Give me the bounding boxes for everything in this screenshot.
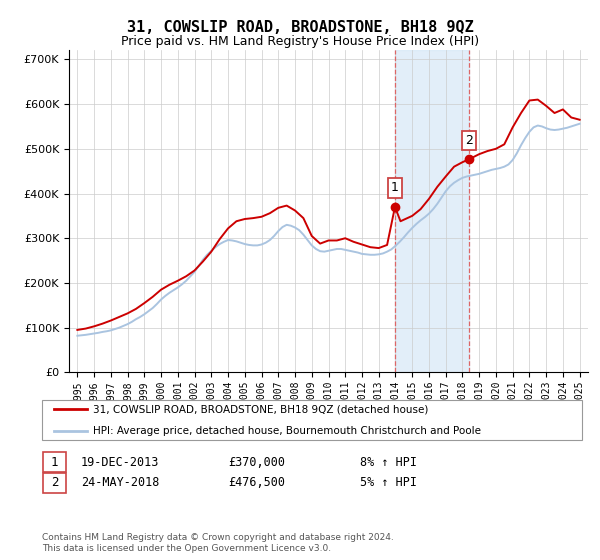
Text: HPI: Average price, detached house, Bournemouth Christchurch and Poole: HPI: Average price, detached house, Bour…	[93, 426, 481, 436]
Text: £370,000: £370,000	[228, 455, 285, 469]
Bar	[395, 50, 469, 372]
Text: £476,500: £476,500	[228, 476, 285, 489]
Text: 2: 2	[51, 476, 58, 489]
Text: 24-MAY-2018: 24-MAY-2018	[81, 476, 160, 489]
Text: 5% ↑ HPI: 5% ↑ HPI	[360, 476, 417, 489]
Text: 1: 1	[391, 181, 399, 194]
Text: Contains HM Land Registry data © Crown copyright and database right 2024.
This d: Contains HM Land Registry data © Crown c…	[42, 533, 394, 553]
Text: 19-DEC-2013: 19-DEC-2013	[81, 455, 160, 469]
Text: 2: 2	[465, 134, 473, 147]
Text: 31, COWSLIP ROAD, BROADSTONE, BH18 9QZ (detached house): 31, COWSLIP ROAD, BROADSTONE, BH18 9QZ (…	[93, 404, 428, 414]
Text: 31, COWSLIP ROAD, BROADSTONE, BH18 9QZ: 31, COWSLIP ROAD, BROADSTONE, BH18 9QZ	[127, 20, 473, 35]
Text: 8% ↑ HPI: 8% ↑ HPI	[360, 455, 417, 469]
Text: 1: 1	[51, 455, 58, 469]
Text: Price paid vs. HM Land Registry's House Price Index (HPI): Price paid vs. HM Land Registry's House …	[121, 35, 479, 48]
